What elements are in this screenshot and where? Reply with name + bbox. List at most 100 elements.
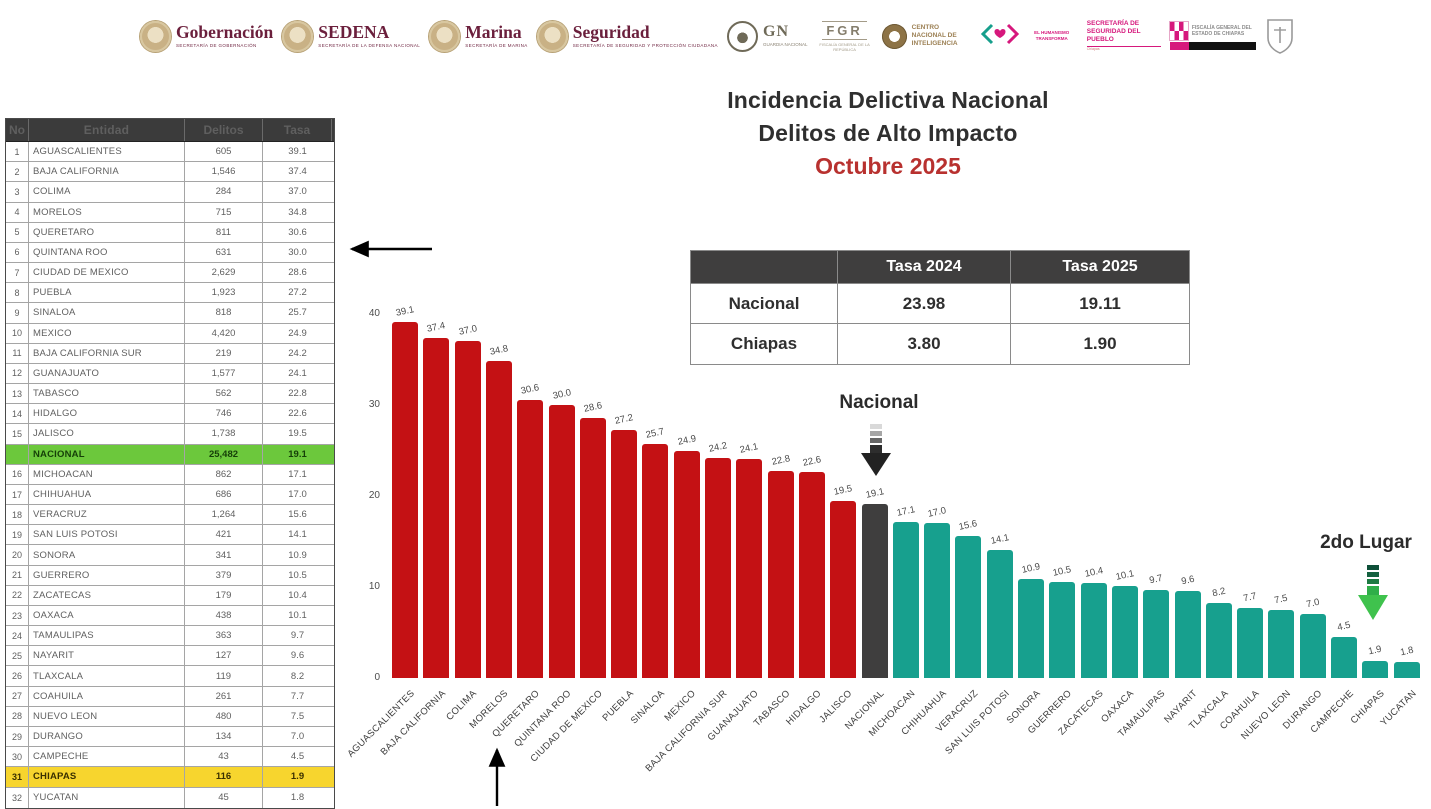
chart-bar (1143, 589, 1170, 678)
down-arrow-green-icon (1358, 565, 1388, 620)
rates-label: Nacional (691, 284, 838, 324)
cell-delitos: 363 (185, 626, 263, 646)
table-row: 26 TLAXCALA 119 8.2 (6, 666, 334, 687)
bar-value-label: 30.0 (551, 387, 572, 402)
down-arrow-black-icon (861, 424, 891, 476)
cell-entidad: TLAXCALA (29, 666, 185, 686)
cell-no: 24 (6, 626, 29, 646)
cell-entidad: SONORA (29, 545, 185, 565)
cell-delitos: 261 (185, 686, 263, 706)
gov-seal-icon (429, 20, 461, 52)
rates-row-nacional: Nacional 23.98 19.11 (691, 284, 1189, 324)
table-row: 12 GUANAJUATO 1,577 24.1 (6, 363, 334, 385)
bar-value-label: 37.0 (457, 323, 478, 339)
cell-delitos: 25,482 (185, 444, 263, 464)
x-axis-label-text: GUANAJUATO (705, 688, 762, 744)
cell-no: 15 (6, 424, 29, 444)
logo-subtitle: Secretaría de Gobernación (176, 42, 257, 48)
bar-value-label: 8.2 (1211, 586, 1227, 600)
logo-fgr: FGR Fiscalía General de la República (817, 20, 873, 52)
bar-value-label: 25.7 (645, 426, 666, 441)
cell-tasa: 10.4 (288, 589, 307, 601)
x-axis-label-text: AGUASCALIENTES (345, 688, 417, 760)
chart-bar (955, 536, 982, 678)
cell-no: 9 (6, 303, 29, 323)
cell-tasa: 37.0 (288, 186, 307, 198)
logo-seal: Seguridad Secretaría de Seguridad y Prote… (536, 20, 718, 52)
bar-value-label: 15.6 (958, 518, 979, 533)
table-row: 24 TAMAULIPAS 363 9.7 (6, 626, 334, 647)
x-axis-label-text: QUINTANA ROO (511, 688, 574, 750)
x-axis-label-text: VERACRUZ (933, 688, 981, 735)
x-axis-label-text: TAMAULIPAS (1116, 688, 1168, 740)
cell-no: 8 (6, 283, 29, 303)
column-header: Delitos (185, 119, 263, 141)
x-axis-label-text: NAYARIT (1161, 688, 1200, 726)
cell-delitos: 715 (185, 202, 263, 222)
table-row: 13 TABASCO 562 22.8 (6, 384, 334, 405)
column-header: No (6, 119, 29, 141)
chart-bar (392, 322, 418, 678)
annotation-nacional-label: Nacional (839, 392, 919, 413)
table-row: 32 YUCATAN 45 1.8 (6, 787, 334, 808)
cell-tasa: 19.1 (288, 448, 307, 460)
cell-tasa: 37.4 (288, 166, 307, 178)
cell-no: 7 (6, 263, 29, 283)
cell-delitos: 116 (185, 767, 263, 787)
cell-delitos: 43 (185, 747, 263, 767)
cell-delitos: 119 (185, 666, 263, 686)
x-axis-label-text: JALISCO (817, 688, 855, 726)
table-row: 14 HIDALGO 746 22.6 (6, 404, 334, 425)
cell-entidad: AGUASCALIENTES (29, 142, 185, 162)
cell-no: 32 (6, 787, 29, 808)
cell-entidad: QUERETARO (29, 222, 185, 242)
cell-delitos: 686 (185, 484, 263, 505)
bar-value-label: 27.2 (613, 412, 635, 428)
cell-entidad: MORELOS (29, 202, 185, 222)
chart-bar (924, 523, 951, 678)
logo-wordmark: GN (763, 23, 790, 41)
logo-wordmark: Secretaría de Seguridad del Pueblo (1086, 20, 1161, 48)
chart-bar (1049, 582, 1076, 678)
x-axis-label-text: HIDALGO (784, 688, 824, 728)
cell-no: 1 (6, 142, 29, 162)
state-incidence-table: No Entidad Delitos Tasa 1 AGUASCALIENTES 605 39… (5, 118, 335, 809)
column-header: Entidad (29, 119, 185, 141)
cell-no: 5 (6, 222, 29, 242)
logo-wordmark: Marina (465, 22, 522, 43)
table-row: 18 VERACRUZ 1,264 15.6 (6, 505, 334, 526)
chart-bar (673, 451, 700, 678)
cni-seal-icon (881, 23, 907, 49)
gov-seal-icon (140, 20, 171, 52)
table-row: 1 AGUASCALIENTES 605 39.1 (6, 142, 334, 163)
state-table-header-row: No Entidad Delitos Tasa (6, 119, 334, 142)
x-axis-label-text: PUEBLA (600, 688, 636, 724)
chart-bar (423, 337, 450, 678)
cell-no: 19 (6, 525, 29, 545)
x-axis-label-text: SINALOA (628, 688, 668, 727)
logo-gn: GN Guardia Nacional (727, 20, 808, 52)
table-row: 9 SINALOA 818 25.7 (6, 303, 334, 324)
rates-col-2024: Tasa 2024 (838, 251, 1011, 284)
table-row: 4 MORELOS 715 34.8 (6, 202, 334, 223)
rates-value-2024: 23.98 (838, 284, 1011, 324)
cell-entidad: PUEBLA (29, 283, 185, 303)
x-axis-label-text: NACIONAL (842, 688, 887, 732)
table-row: 3 COLIMA 284 37.0 (6, 182, 334, 203)
cell-tasa: 24.2 (288, 347, 307, 359)
bar-value-label: 10.9 (1020, 560, 1042, 576)
chart-bar (1393, 661, 1420, 678)
logo-seal: Marina Secretaría de Marina (429, 20, 527, 52)
title-line-2: Delitos de Alto Impacto (758, 120, 1018, 146)
cell-no: 10 (6, 323, 29, 343)
rates-comparison-table: Tasa 2024 Tasa 2025 Nacional 23.98 19.11… (690, 250, 1190, 365)
logo-subtitle: Secretaría de Seguridad y Protección Ciu… (572, 42, 718, 48)
checker-icon (1169, 22, 1188, 40)
chart-bar (1111, 586, 1138, 678)
cell-entidad: CHIHUAHUA (29, 484, 185, 505)
cell-delitos: 284 (185, 182, 263, 202)
x-axis-label-text: COAHUILA (1218, 688, 1262, 732)
cell-no: 25 (6, 646, 29, 666)
table-row: 17 CHIHUAHUA 686 17.0 (6, 484, 334, 506)
x-axis-label-text: GUERRERO (1025, 688, 1075, 737)
